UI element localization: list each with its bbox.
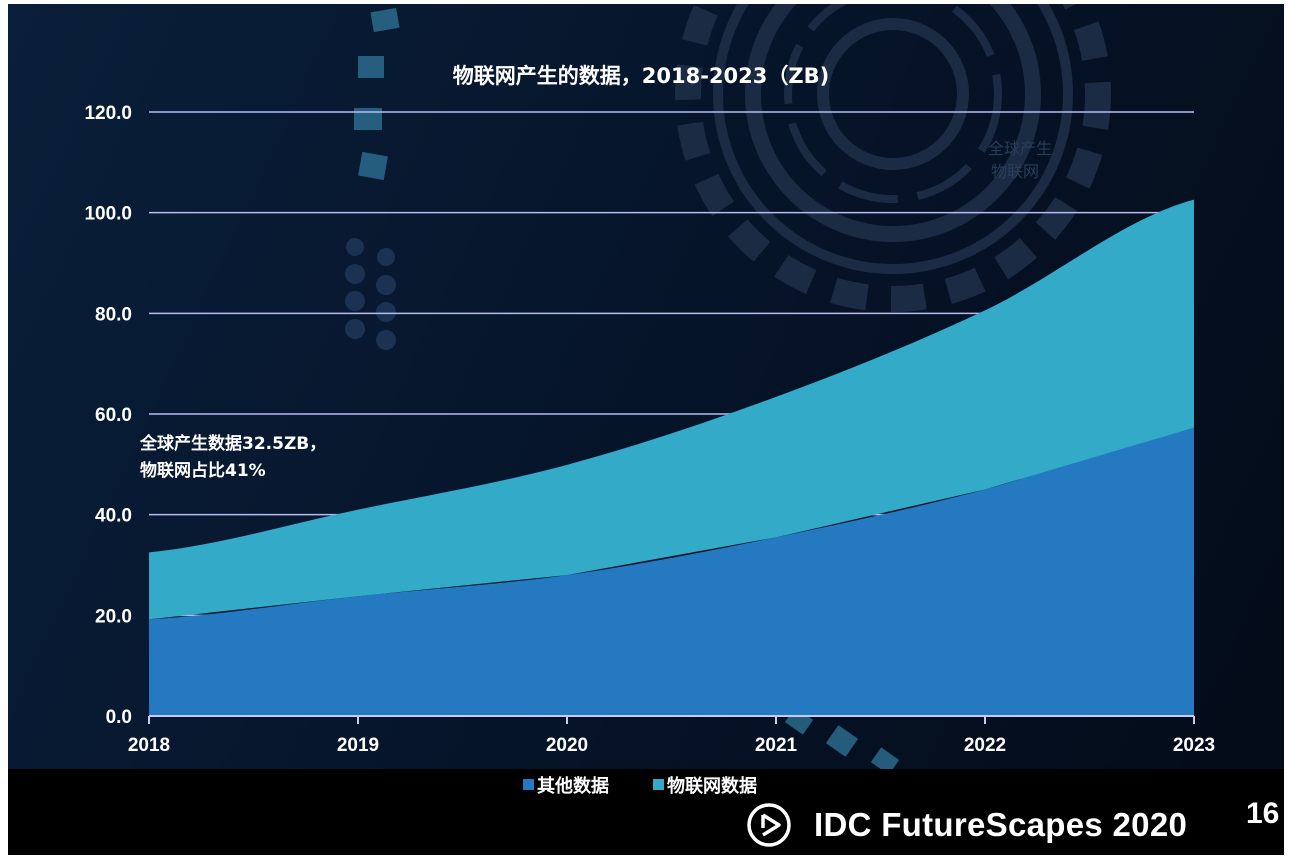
- footer-bar: [8, 769, 1284, 855]
- background-decoration: [345, 4, 1111, 769]
- x-tick-label: 2021: [755, 735, 798, 756]
- legend-label: 其他数据: [537, 775, 609, 797]
- x-tick-label: 2019: [337, 735, 379, 756]
- plot-area: 0.0 20.0 40.0 60.0 80.0 100.0 120.0 2018 2019 202…: [84, 103, 1215, 756]
- dots-decoration: [345, 238, 396, 350]
- slide: 物联网产生的数据，2018-2023（ZB) 全球产生 物联网 0.0 20.0 4…: [8, 4, 1284, 855]
- legend-swatch: [653, 779, 664, 790]
- y-tick-label: 100.0: [84, 204, 132, 225]
- y-tick-label: 120.0: [84, 103, 132, 124]
- area-chart: 物联网产生的数据，2018-2023（ZB) 全球产生 物联网 0.0 20.0 4…: [84, 64, 1215, 797]
- y-tick-label: 0.0: [106, 707, 132, 728]
- y-tick-label: 60.0: [95, 405, 132, 426]
- faint-label: 全球产生: [988, 139, 1052, 158]
- gear-decoration: [675, 4, 1111, 312]
- y-tick-label: 20.0: [95, 606, 132, 627]
- area-series-2: [149, 199, 1194, 620]
- chart-title: 物联网产生的数据，2018-2023（ZB): [453, 64, 829, 88]
- brand-logo: IDC FutureScapes 2020: [746, 800, 1187, 850]
- blocks-decoration: [354, 7, 400, 181]
- legend-swatch: [523, 779, 534, 790]
- y-tick-label: 80.0: [95, 304, 132, 325]
- page-number: 16: [1246, 797, 1280, 830]
- annotation-line: 全球产生数据32.5ZB，: [139, 433, 326, 454]
- play-circle-icon: [747, 803, 791, 847]
- annotation-line: 物联网占比41%: [140, 460, 266, 481]
- faint-label: 物联网: [991, 162, 1039, 181]
- legend: 其他数据 物联网数据: [523, 775, 757, 797]
- area-series-1: [149, 427, 1194, 716]
- brand-name: IDC FutureScapes 2020: [814, 806, 1188, 843]
- x-tick-label: 2023: [1173, 735, 1215, 756]
- x-tick-label: 2020: [546, 735, 588, 756]
- legend-label: 物联网数据: [667, 775, 757, 797]
- y-tick-label: 40.0: [95, 506, 132, 527]
- x-tick-label: 2018: [128, 735, 170, 756]
- x-tick-label: 2022: [964, 735, 1006, 756]
